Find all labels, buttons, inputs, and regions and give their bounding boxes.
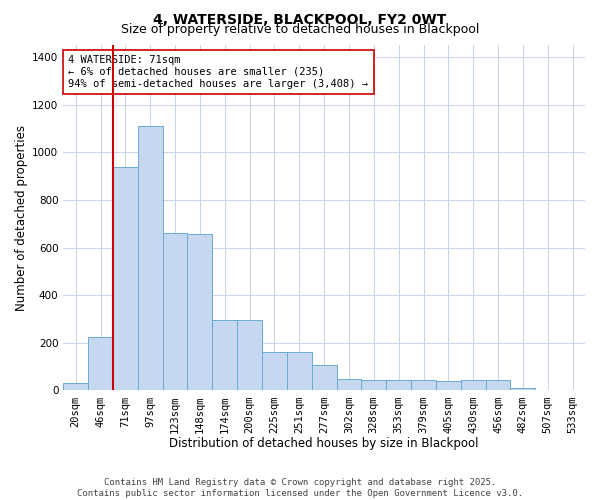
Bar	[113, 166, 138, 390]
Bar	[212, 320, 237, 390]
Text: 4 WATERSIDE: 71sqm
← 6% of detached houses are smaller (235)
94% of semi-detache: 4 WATERSIDE: 71sqm ← 6% of detached hous…	[68, 56, 368, 88]
Bar	[262, 352, 287, 391]
Bar	[88, 337, 113, 390]
Bar	[312, 366, 337, 390]
Bar	[485, 380, 511, 390]
Y-axis label: Number of detached properties: Number of detached properties	[15, 124, 28, 310]
Bar	[511, 388, 535, 390]
X-axis label: Distribution of detached houses by size in Blackpool: Distribution of detached houses by size …	[169, 437, 479, 450]
Text: Contains HM Land Registry data © Crown copyright and database right 2025.
Contai: Contains HM Land Registry data © Crown c…	[77, 478, 523, 498]
Bar	[386, 380, 411, 390]
Bar	[411, 380, 436, 390]
Bar	[337, 378, 361, 390]
Bar	[361, 380, 386, 390]
Bar	[237, 320, 262, 390]
Text: Size of property relative to detached houses in Blackpool: Size of property relative to detached ho…	[121, 22, 479, 36]
Bar	[436, 381, 461, 390]
Bar	[63, 384, 88, 390]
Bar	[287, 352, 312, 391]
Bar	[138, 126, 163, 390]
Bar	[461, 380, 485, 390]
Text: 4, WATERSIDE, BLACKPOOL, FY2 0WT: 4, WATERSIDE, BLACKPOOL, FY2 0WT	[154, 12, 446, 26]
Bar	[163, 233, 187, 390]
Bar	[187, 234, 212, 390]
